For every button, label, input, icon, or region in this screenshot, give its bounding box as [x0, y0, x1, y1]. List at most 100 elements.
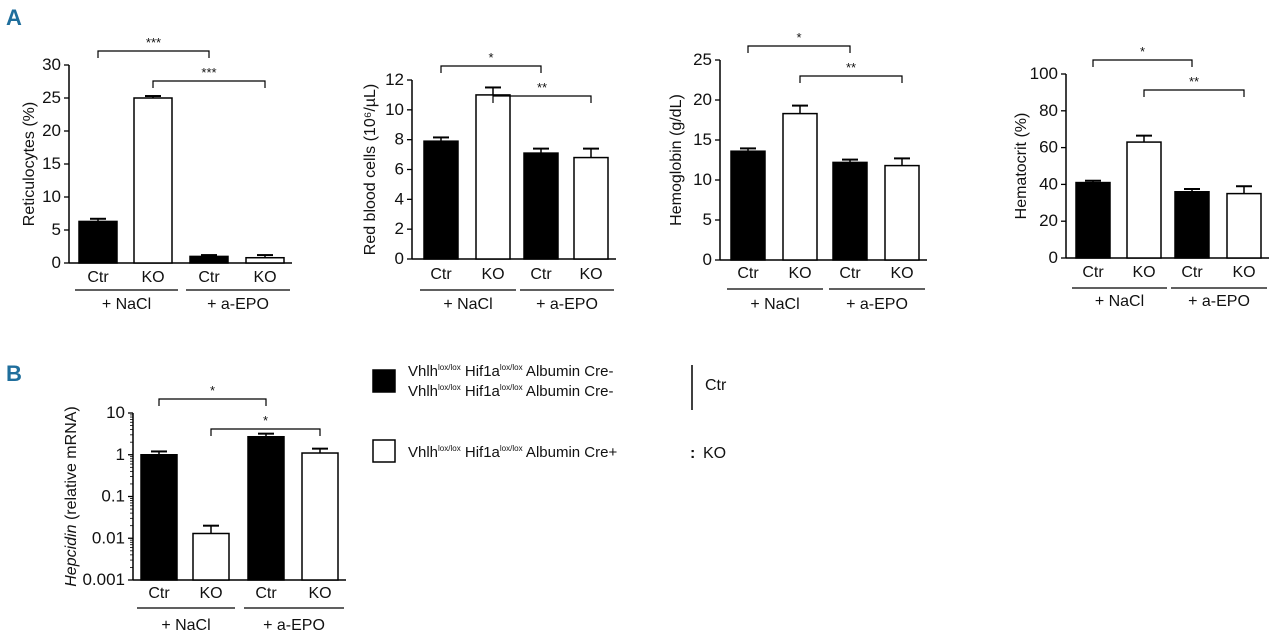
group-label: + NaCl — [102, 296, 151, 313]
y-tick-label: 1 — [116, 445, 125, 464]
y-tick-label: 20 — [693, 90, 712, 109]
y-tick-label: 10 — [693, 170, 712, 189]
significance-bracket — [799, 75, 903, 83]
significance-bracket — [492, 95, 592, 103]
legend-swatch-ko — [372, 439, 396, 463]
bar-ctr-nacl — [78, 220, 118, 264]
category-label: Ctr — [430, 266, 452, 283]
y-axis-label: Red blood cells (10⁶/µL) — [362, 84, 379, 255]
significance-label: *** — [146, 35, 161, 50]
y-tick-label: 4 — [395, 189, 404, 208]
significance-bracket — [747, 45, 851, 53]
category-label: KO — [199, 585, 222, 602]
significance-label: ** — [537, 80, 547, 95]
panel-b-label: B — [6, 361, 22, 386]
y-tick-label: 0 — [52, 253, 61, 272]
legend-ko-label: KO — [703, 445, 726, 462]
y-tick-label: 0 — [1049, 248, 1058, 267]
chart-2: 0 2 4 6 8 10 12 Red blood cells (10⁶/µL) Ctr KO Ct… — [362, 50, 616, 313]
y-tick-label: 20 — [42, 121, 61, 140]
category-label: Ctr — [148, 585, 170, 602]
significance-bracket — [210, 428, 321, 436]
bar-ctr-nacl — [730, 150, 766, 261]
significance-bracket — [97, 50, 210, 58]
category-label: Ctr — [198, 269, 220, 286]
category-label: KO — [788, 265, 811, 282]
significance-label: * — [210, 383, 215, 398]
category-label: KO — [1132, 264, 1155, 281]
y-axis-label: Hematocrit (%) — [1013, 113, 1030, 220]
bar-ko-aepo — [884, 164, 920, 261]
significance-label: *** — [201, 65, 216, 80]
y-tick-label: 0 — [395, 249, 404, 268]
legend: Vhlhlox/lox Hif1alox/lox Albumin Cre- Vhl… — [372, 363, 727, 463]
category-label: Ctr — [255, 585, 277, 602]
y-tick-label: 15 — [42, 154, 61, 173]
group-label: + a-EPO — [263, 617, 325, 634]
category-label: Ctr — [839, 265, 861, 282]
group-label: + NaCl — [443, 296, 492, 313]
category-label: KO — [579, 266, 602, 283]
bar-ctr-nacl — [423, 140, 459, 260]
legend-ctr-label: Ctr — [705, 377, 727, 394]
category-label: Ctr — [737, 265, 759, 282]
category-label: KO — [308, 585, 331, 602]
y-tick-label: 5 — [52, 220, 61, 239]
y-tick-label: 8 — [395, 130, 404, 149]
significance-bracket — [152, 80, 266, 88]
group-label: + NaCl — [750, 296, 799, 313]
y-tick-label: 6 — [395, 160, 404, 179]
bar-ctr-aepo — [1174, 191, 1210, 259]
legend-swatch-ctr — [372, 369, 396, 393]
bar-ctr-aepo — [832, 161, 868, 261]
y-tick-label: 100 — [1030, 64, 1058, 83]
chart-4: 0 20 40 60 80 100 Hematocrit (%) Ctr KO Ctr KO + Na… — [1013, 44, 1269, 310]
y-tick-label: 30 — [42, 55, 61, 74]
significance-label: * — [1140, 44, 1145, 59]
y-tick-label: 10 — [42, 187, 61, 206]
significance-bracket — [1092, 59, 1193, 67]
y-tick-label: 20 — [1039, 211, 1058, 230]
legend-ko-colon: : — [690, 445, 695, 462]
category-label: Ctr — [1082, 264, 1104, 281]
significance-label: * — [488, 50, 493, 65]
category-label: KO — [481, 266, 504, 283]
bar-ko-nacl — [475, 94, 511, 260]
y-axis-label: Hepcidin (relative mRNA) — [63, 406, 80, 587]
bar-ctr-nacl — [1075, 181, 1111, 259]
significance-bracket — [440, 65, 542, 73]
y-tick-label: 0 — [703, 250, 712, 269]
bar-ko-nacl — [1126, 141, 1162, 259]
bar-ko-aepo — [245, 256, 285, 264]
category-label: Ctr — [1181, 264, 1203, 281]
y-tick-label: 25 — [693, 50, 712, 69]
category-label: Ctr — [87, 269, 109, 286]
category-label: KO — [253, 269, 276, 286]
legend-ko-line: Vhlhlox/lox Hif1alox/lox Albumin Cre+ — [408, 444, 617, 461]
category-label: KO — [1232, 264, 1255, 281]
bar-ko-nacl — [782, 112, 818, 261]
panel-a-label: A — [6, 5, 22, 30]
group-label: + NaCl — [1095, 293, 1144, 310]
significance-label: ** — [846, 60, 856, 75]
group-label: + a-EPO — [536, 296, 598, 313]
category-label: KO — [890, 265, 913, 282]
significance-label: * — [263, 413, 268, 428]
significance-label: ** — [1189, 74, 1199, 89]
y-tick-label: 0.1 — [101, 487, 125, 506]
group-label: + a-EPO — [1188, 293, 1250, 310]
bar-ko-nacl — [133, 97, 173, 264]
chart-3: 0 5 10 15 20 25 Hemoglobin (g/dL) Ctr KO Ctr KO + N… — [668, 30, 927, 313]
bar-ko-aepo — [1226, 192, 1262, 259]
bar-ctr-nacl — [140, 454, 178, 581]
bar-ctr-aepo — [523, 152, 559, 260]
significance-label: * — [796, 30, 801, 45]
bar-ko-aepo — [301, 452, 339, 581]
y-tick-label: 0.01 — [92, 528, 125, 547]
significance-bracket — [158, 398, 267, 406]
bar-ctr-aepo — [189, 255, 229, 264]
significance-bracket — [1143, 89, 1245, 97]
legend-ctr-line1: Vhlhlox/lox Hif1alox/lox Albumin Cre- — [408, 363, 613, 380]
